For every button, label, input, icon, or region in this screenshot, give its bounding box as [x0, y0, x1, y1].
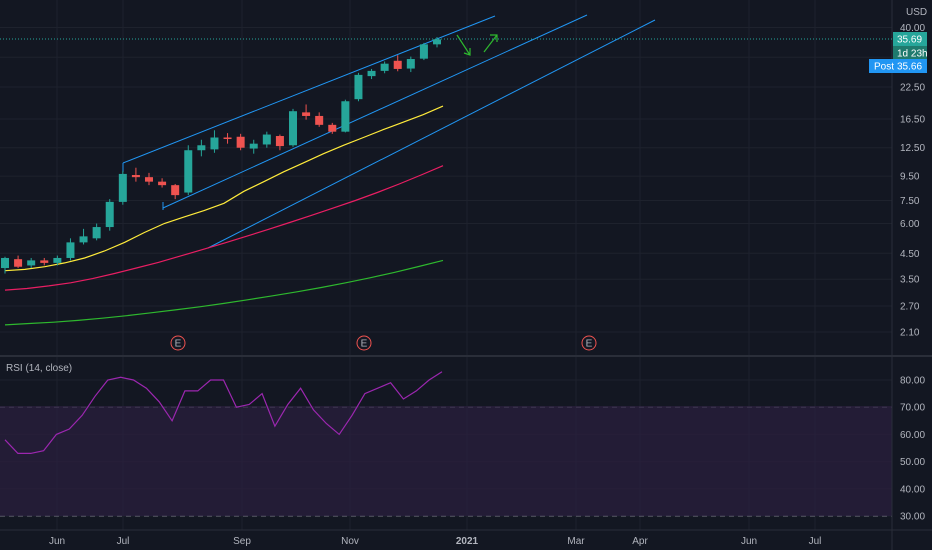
price-tick-label: 4.50: [900, 249, 920, 260]
earnings-marker-label: E: [586, 339, 593, 350]
post-market-label: Post: [874, 62, 894, 73]
time-tick-label: Jul: [117, 536, 130, 547]
candle-body[interactable]: [275, 136, 284, 147]
time-tick-label: Sep: [233, 536, 251, 547]
countdown-tag[interactable]: 1d 23h: [893, 46, 928, 60]
price-tick-label: 7.50: [900, 196, 920, 207]
candle-body[interactable]: [210, 137, 219, 150]
candle-body[interactable]: [354, 74, 363, 100]
earnings-marker-circle: [170, 335, 186, 351]
candle-body[interactable]: [118, 173, 127, 202]
time-axis[interactable]: Jun Jul Sep Nov 2021 Mar Apr Jun Jul: [49, 536, 821, 547]
candle-body[interactable]: [249, 143, 258, 149]
countdown-tag-bg: [893, 46, 927, 60]
candle-body[interactable]: [171, 185, 180, 196]
rsi-series: [4, 371, 443, 454]
time-tick-label: Jul: [809, 536, 822, 547]
countdown-tag-text: 1d 23h: [897, 49, 928, 60]
last-price-tag[interactable]: 35.69: [893, 32, 927, 46]
time-tick-label: Mar: [567, 536, 585, 547]
candle-body[interactable]: [315, 115, 324, 125]
candle-body[interactable]: [197, 145, 206, 151]
candle-body[interactable]: [66, 242, 75, 258]
candle-body[interactable]: [223, 137, 232, 140]
earnings-marker-label: E: [175, 339, 182, 350]
time-tick-label: Apr: [632, 536, 648, 547]
up-arrow-icon[interactable]: [483, 34, 498, 53]
post-market-tag-bg: [869, 59, 927, 73]
channel-line[interactable]: [162, 14, 588, 209]
candle-body[interactable]: [40, 260, 49, 263]
price-tick-label: 2.10: [900, 328, 920, 339]
rsi-tick-label: 60.00: [900, 430, 925, 441]
earnings-marker-label: E: [361, 339, 368, 350]
candle-body[interactable]: [328, 124, 337, 132]
candle-body[interactable]: [53, 257, 62, 263]
candle-body[interactable]: [1, 257, 9, 269]
candle-body[interactable]: [27, 260, 36, 266]
earnings-marker[interactable]: E: [581, 335, 597, 351]
earnings-marker[interactable]: E: [356, 335, 372, 351]
moving-average-line: [4, 165, 444, 291]
rsi-tick-label: 40.00: [900, 484, 925, 495]
post-market-price: 35.66: [897, 62, 922, 73]
candlestick-series[interactable]: [1, 37, 441, 274]
candle-body[interactable]: [289, 111, 297, 146]
price-tick-label: 3.50: [900, 275, 920, 286]
price-tick-label: 22.50: [900, 83, 925, 94]
candle-body[interactable]: [341, 101, 350, 132]
candle-body[interactable]: [131, 174, 140, 178]
last-price-tag-bg: [893, 32, 927, 46]
rsi-title: RSI (14, close): [6, 363, 72, 374]
candle-body[interactable]: [302, 112, 311, 116]
candle-body[interactable]: [406, 59, 415, 69]
price-tick-label: 16.50: [900, 115, 925, 126]
candle-body[interactable]: [92, 227, 101, 239]
time-tick-label: Jun: [741, 536, 757, 547]
candle-body[interactable]: [433, 39, 441, 45]
down-arrow-icon[interactable]: [456, 34, 471, 56]
candle-body[interactable]: [79, 236, 88, 243]
last-price-tag-text: 35.69: [897, 35, 922, 46]
moving-average-line: [4, 259, 444, 326]
channel-line[interactable]: [207, 19, 656, 249]
candle-body[interactable]: [380, 63, 389, 71]
rsi-tick-label: 30.00: [900, 512, 925, 523]
candle-body[interactable]: [158, 181, 167, 186]
rsi-tick-label: 50.00: [900, 457, 925, 468]
trend-channel-drawings[interactable]: [122, 14, 656, 249]
price-tick-label: 6.00: [900, 219, 920, 230]
candle-body[interactable]: [367, 70, 376, 77]
candle-body[interactable]: [105, 201, 114, 228]
rsi-tick-label: 80.00: [900, 376, 925, 387]
rsi-line: [4, 371, 443, 454]
earnings-marker-circle: [581, 335, 597, 351]
time-tick-label: 2021: [456, 536, 479, 547]
earnings-marker[interactable]: E: [170, 335, 186, 351]
price-tick-label: 9.50: [900, 172, 920, 183]
moving-averages: [4, 105, 444, 326]
candle-body[interactable]: [145, 177, 153, 182]
candle-body[interactable]: [184, 150, 193, 193]
post-market-tag[interactable]: Post 35.66: [869, 59, 927, 73]
candle-body[interactable]: [236, 136, 245, 148]
rsi-tick-label: 70.00: [900, 403, 925, 414]
candle-body[interactable]: [419, 44, 428, 59]
rsi-axis[interactable]: 30.00 40.00 50.00 60.00 70.00 80.00: [900, 376, 925, 523]
time-tick-label: Nov: [341, 536, 359, 547]
candle-body[interactable]: [262, 134, 271, 145]
price-tick-label: 2.70: [900, 302, 920, 313]
candle-body[interactable]: [14, 259, 23, 267]
earnings-marker-circle: [356, 335, 372, 351]
candle-body[interactable]: [393, 60, 402, 69]
time-tick-label: Jun: [49, 536, 65, 547]
rsi-band-background: [0, 406, 892, 516]
price-tick-label: 12.50: [900, 143, 925, 154]
moving-average-line: [4, 105, 444, 272]
currency-label[interactable]: USD: [906, 7, 927, 18]
price-tick-label: 40.00: [900, 23, 925, 34]
